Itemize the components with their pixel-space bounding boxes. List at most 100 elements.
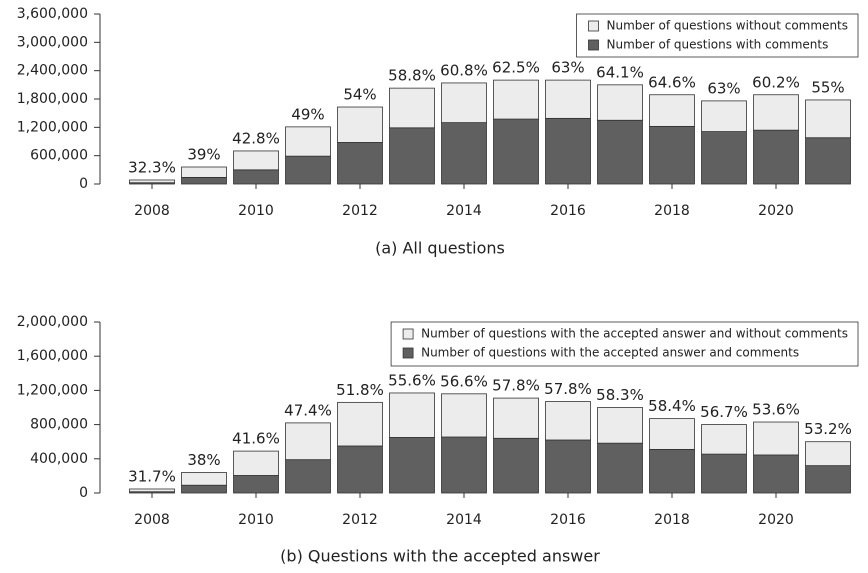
bar-segment: [389, 392, 435, 438]
bar-segment: [597, 84, 643, 121]
bar-label: 58.4%: [648, 397, 696, 415]
x-tick-label: 2016: [550, 512, 586, 528]
bar-label: 63%: [707, 79, 740, 97]
x-tick-label: 2018: [654, 512, 690, 528]
bar-segment: [285, 422, 331, 461]
x-tick-label: 2020: [758, 512, 794, 528]
bar-label: 54%: [343, 86, 376, 104]
bar-segment: [545, 401, 591, 441]
x-tick-label: 2012: [342, 203, 378, 219]
bar-label: 58.8%: [388, 67, 436, 85]
bar-segment: [337, 401, 383, 447]
bar-label: 58.3%: [596, 386, 644, 404]
bar-segment: [753, 421, 799, 456]
legend-label: Number of questions with comments: [607, 38, 829, 52]
bar-segment: [701, 131, 747, 185]
bar-segment: [649, 94, 695, 127]
bar-label: 42.8%: [232, 129, 280, 147]
legend-swatch: [402, 328, 414, 340]
legend-label: Number of questions with the accepted an…: [421, 327, 848, 341]
y-tick-label: 1,800,000: [17, 91, 88, 107]
bar-segment: [649, 125, 695, 185]
caption: (b) Questions with the accepted answer: [280, 547, 600, 566]
bar-label: 55.6%: [388, 371, 436, 389]
bar-label: 56.6%: [440, 372, 488, 390]
bar-segment: [493, 118, 539, 185]
bar-segment: [337, 106, 383, 143]
y-tick-label: 400,000: [30, 451, 88, 467]
bar-segment: [389, 127, 435, 185]
x-tick-label: 2012: [342, 512, 378, 528]
bar-label: 49%: [291, 105, 324, 123]
bar-segment: [233, 450, 279, 476]
bar-segment: [753, 454, 799, 494]
bar-segment: [233, 150, 279, 171]
bar-segment: [493, 397, 539, 439]
x-tick-label: 2016: [550, 203, 586, 219]
x-tick-label: 2014: [446, 512, 482, 528]
bar-label: 60.2%: [752, 73, 800, 91]
bar-label: 32.3%: [128, 158, 176, 176]
bar-label: 47.4%: [284, 401, 332, 419]
bar-segment: [597, 119, 643, 185]
bar-segment: [129, 179, 175, 184]
legend-swatch: [588, 39, 599, 51]
y-tick-label: 1,600,000: [17, 348, 88, 364]
bar-label: 63%: [551, 59, 584, 77]
y-tick-label: 3,600,000: [17, 6, 88, 22]
bar-segment: [545, 439, 591, 494]
bar-label: 64.6%: [648, 73, 696, 91]
bar-segment: [597, 407, 643, 444]
bar-segment: [129, 488, 175, 493]
x-tick-label: 2018: [654, 203, 690, 219]
bar-segment: [441, 393, 487, 438]
bar-segment: [597, 442, 643, 494]
bar-segment: [441, 82, 487, 124]
bar-segment: [285, 459, 331, 494]
bar-segment: [337, 142, 383, 185]
legend-box: [576, 13, 859, 58]
bar-segment: [441, 122, 487, 185]
y-tick-label: 1,200,000: [17, 119, 88, 135]
bar-label: 51.8%: [336, 381, 384, 399]
bar-segment: [493, 437, 539, 494]
bar-segment: [233, 475, 279, 494]
bar-label: 39%: [187, 146, 220, 164]
bar-segment: [805, 441, 851, 467]
legend-swatch: [588, 20, 599, 32]
bar-label: 56.7%: [700, 403, 748, 421]
x-tick-label: 2008: [134, 203, 170, 219]
bar-segment: [285, 126, 331, 157]
bar-segment: [233, 169, 279, 185]
bar-segment: [649, 448, 695, 494]
bar-segment: [805, 99, 851, 139]
y-tick-label: 0: [79, 485, 88, 501]
y-tick-label: 2,400,000: [17, 63, 88, 79]
caption: (a) All questions: [375, 239, 505, 258]
bar-label: 31.7%: [128, 467, 176, 485]
y-tick-label: 600,000: [30, 148, 88, 164]
bar-segment: [493, 79, 539, 120]
bar-segment: [181, 472, 227, 486]
bar-segment: [701, 424, 747, 455]
bar-label: 53.6%: [752, 401, 800, 419]
bar-label: 38%: [187, 451, 220, 469]
bar-segment: [701, 453, 747, 494]
bar-segment: [181, 166, 227, 178]
bar-label: 55%: [811, 78, 844, 96]
x-tick-label: 2020: [758, 203, 794, 219]
bar-label: 64.1%: [596, 63, 644, 81]
y-tick-label: 1,200,000: [17, 382, 88, 398]
bar-label: 62.5%: [492, 59, 540, 77]
x-tick-label: 2014: [446, 203, 482, 219]
bar-segment: [181, 176, 227, 185]
bar-segment: [753, 129, 799, 185]
bar-label: 57.8%: [544, 380, 592, 398]
bar-label: 41.6%: [232, 430, 280, 448]
bar-segment: [389, 437, 435, 494]
legend-swatch: [402, 347, 414, 359]
bar-segment: [337, 445, 383, 494]
bar-label: 57.8%: [492, 377, 540, 395]
bar-segment: [181, 484, 227, 494]
bar-segment: [753, 94, 799, 131]
